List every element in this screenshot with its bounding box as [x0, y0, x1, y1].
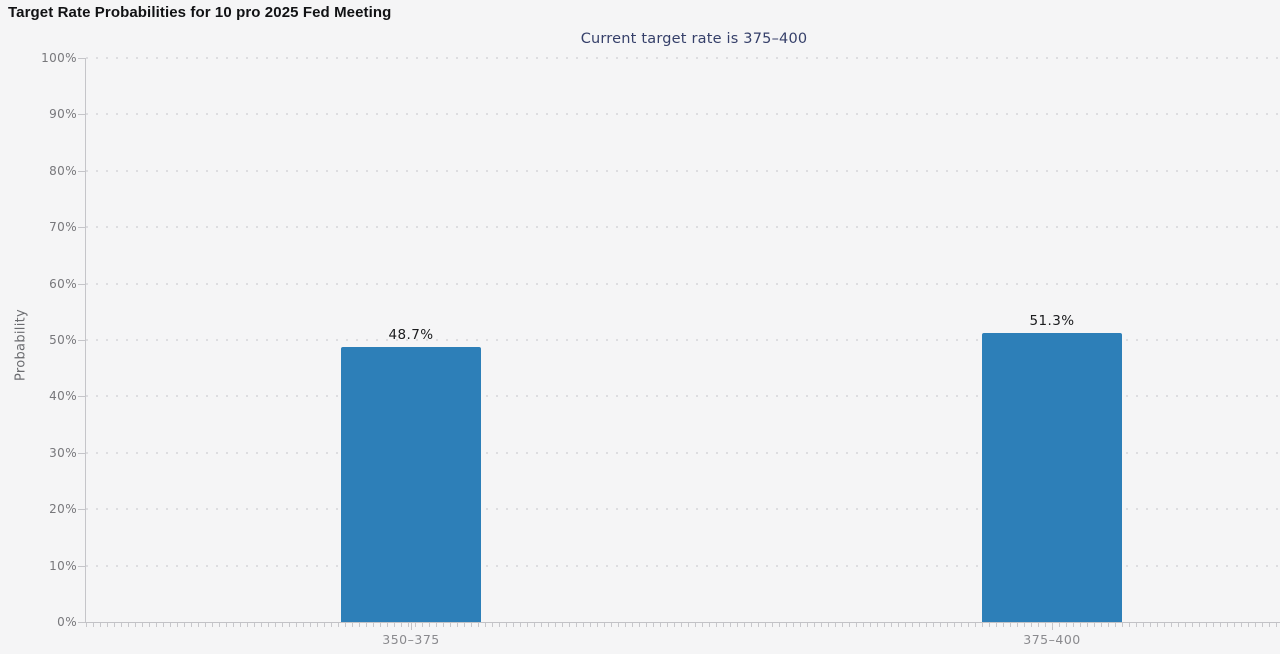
y-axis-tick-80% — [78, 170, 85, 172]
x-tick-label: 350–375 — [382, 632, 440, 647]
gridline-10% — [86, 564, 1280, 567]
y-tick-label: 20% — [49, 502, 77, 517]
x-tick-label: 375–400 — [1023, 632, 1081, 647]
gridline-60% — [86, 282, 1280, 285]
gridline-70% — [86, 226, 1280, 229]
gridline-100% — [86, 57, 1280, 59]
y-axis-tick-40% — [78, 396, 85, 398]
y-axis-line — [85, 58, 86, 622]
y-tick-label: 80% — [49, 163, 77, 178]
y-axis-tick-30% — [78, 452, 85, 454]
y-tick-label: 10% — [49, 558, 77, 573]
chart-title: Target Rate Probabilities for 10 pro 202… — [8, 4, 392, 21]
y-tick-label: 90% — [49, 107, 77, 122]
y-axis-tick-60% — [78, 283, 85, 285]
y-axis-tick-100% — [78, 58, 85, 59]
gridline-20% — [86, 508, 1280, 511]
y-tick-label: 0% — [57, 615, 77, 629]
bar-350–375[interactable] — [341, 347, 481, 622]
chart-subtitle: Current target rate is 375–400 — [580, 31, 808, 47]
y-tick-label: 50% — [49, 333, 77, 347]
y-axis-title: Probability — [13, 308, 29, 382]
gridline-90% — [86, 113, 1280, 116]
bar-value-label: 51.3% — [1029, 312, 1075, 329]
y-tick-label: 70% — [49, 220, 77, 235]
y-tick-label: 60% — [49, 276, 77, 291]
gridline-80% — [86, 169, 1280, 172]
y-axis-tick-70% — [78, 227, 85, 229]
y-tick-label: 30% — [49, 445, 77, 460]
y-axis-tick-10% — [78, 565, 85, 567]
gridline-50% — [86, 339, 1280, 341]
bar-value-label: 48.7% — [388, 327, 434, 344]
y-axis-tick-20% — [78, 509, 85, 511]
y-tick-label: 40% — [49, 389, 77, 404]
y-axis-tick-90% — [78, 114, 85, 116]
x-axis-minor-ticks — [86, 623, 1280, 627]
y-axis-tick-50% — [78, 340, 85, 341]
y-tick-label: 100% — [41, 51, 77, 65]
gridline-30% — [86, 451, 1280, 454]
bar-375–400[interactable] — [982, 332, 1122, 622]
gridline-40% — [86, 395, 1280, 398]
x-axis-line — [85, 622, 1280, 623]
y-axis-tick-0% — [78, 622, 85, 623]
